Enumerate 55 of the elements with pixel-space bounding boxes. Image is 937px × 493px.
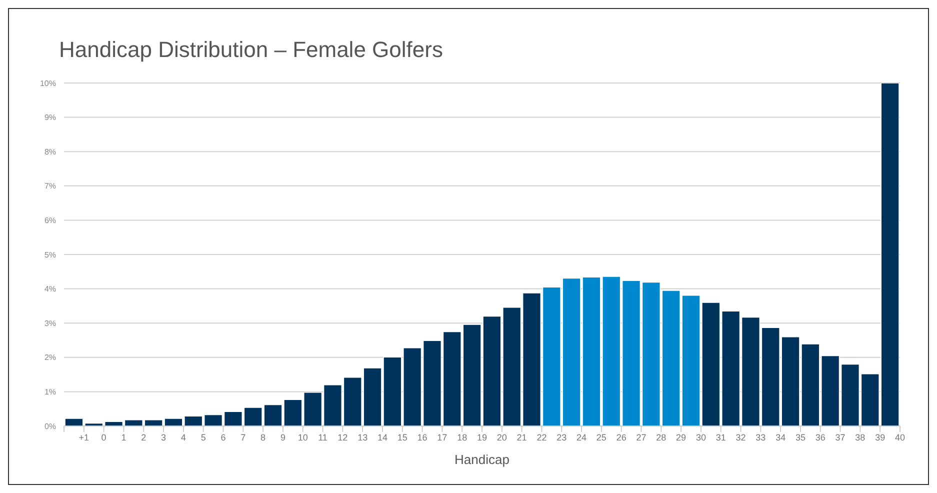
y-tick-label: 8% xyxy=(44,147,56,156)
x-tick-label: 36 xyxy=(815,432,826,442)
y-tick-label: 9% xyxy=(44,113,56,122)
x-tick-label: 10 xyxy=(298,432,308,442)
x-tick-label: 28 xyxy=(656,432,666,442)
x-tick-label: 25 xyxy=(596,432,606,442)
y-tick-label: 1% xyxy=(44,388,56,397)
x-tick-label: 27 xyxy=(636,432,646,442)
x-tick-label: 40 xyxy=(894,432,906,442)
x-tick-label: 22 xyxy=(536,432,547,442)
x-tick-label: 0 xyxy=(101,432,106,442)
x-tick-label: 19 xyxy=(476,432,488,442)
x-tick-label: 4 xyxy=(180,432,186,442)
x-tick-label: 17 xyxy=(437,432,448,442)
x-tick-label: 9 xyxy=(280,432,286,442)
chart-title: Handicap Distribution – Female Golfers xyxy=(58,36,444,64)
x-axis-title: Handicap xyxy=(454,452,510,467)
x-tick-label: 26 xyxy=(616,432,626,442)
x-tick-label: 20 xyxy=(496,432,507,442)
x-tick-label: 14 xyxy=(377,432,388,442)
x-tick-label: 23 xyxy=(556,432,567,442)
y-tick-label: 10% xyxy=(40,78,56,88)
x-tick-label: 33 xyxy=(756,432,766,442)
x-tick-label: 32 xyxy=(736,432,746,442)
x-tick-label: 3 xyxy=(161,432,166,442)
y-tick-label: 0% xyxy=(44,422,56,431)
x-tick-label: 24 xyxy=(576,432,587,442)
x-tick-label: 30 xyxy=(696,432,706,442)
x-tick-label: 31 xyxy=(716,432,726,442)
x-tick-label: 5 xyxy=(200,432,206,442)
x-tick-label: 6 xyxy=(220,432,226,442)
x-tick-label: 16 xyxy=(417,432,428,442)
y-tick-label: 3% xyxy=(44,318,56,328)
y-tick-label: 4% xyxy=(44,284,56,294)
x-tick-label: 38 xyxy=(855,432,866,442)
y-tick-label: 7% xyxy=(44,182,56,191)
y-tick-label: 2% xyxy=(44,353,56,362)
x-tick-label: 39 xyxy=(875,432,886,442)
x-tick-label: +1 xyxy=(78,432,90,442)
y-tick-label: 5% xyxy=(44,250,56,260)
x-tick-label: 1 xyxy=(121,432,126,442)
x-tick-label: 15 xyxy=(397,432,408,442)
x-tick-label: 2 xyxy=(141,432,146,442)
y-tick-label: 6% xyxy=(44,216,56,226)
x-tick-label: 37 xyxy=(835,432,846,442)
x-tick-label: 7 xyxy=(240,432,246,442)
x-tick-label: 12 xyxy=(338,432,348,442)
x-tick-label: 18 xyxy=(457,432,468,442)
x-tick-label: 13 xyxy=(358,432,368,442)
x-tick-label: 34 xyxy=(776,432,786,442)
x-tick-label: 29 xyxy=(676,432,686,442)
x-tick-label: 11 xyxy=(318,432,328,442)
x-tick-label: 35 xyxy=(795,432,806,442)
x-tick-label: 8 xyxy=(260,432,266,442)
x-tick-label: 21 xyxy=(516,432,527,442)
